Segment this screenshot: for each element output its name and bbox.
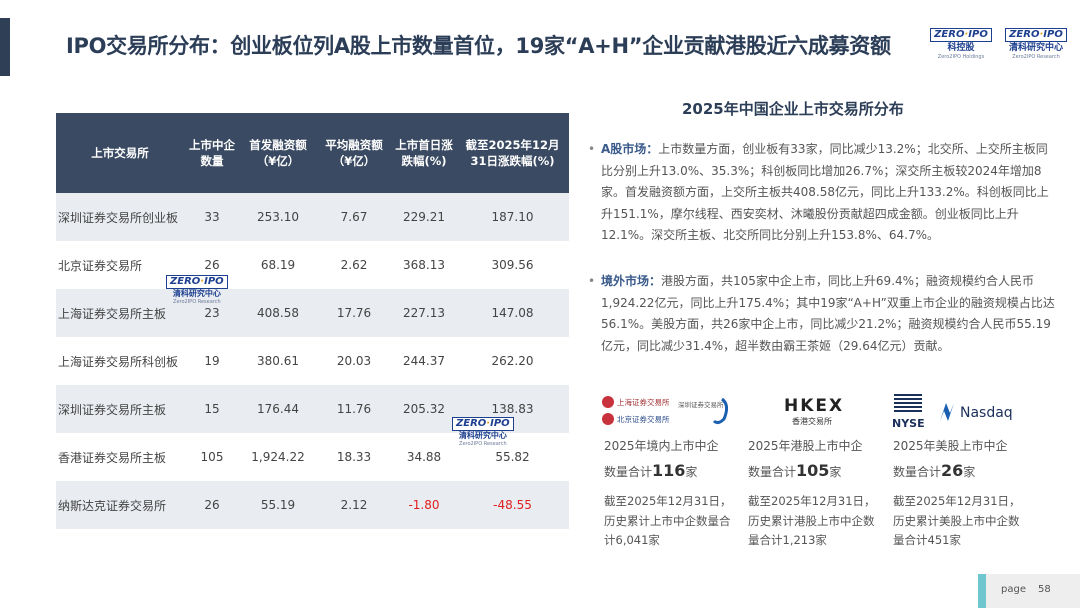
table-row: 深圳证券交易所创业板 33 253.10 7.67 229.21 187.10 (56, 193, 569, 241)
overseas-bullet: • 境外市场：港股方面，共105家中企上市，同比上升69.4%；融资规模约合人民… (588, 271, 1058, 357)
footer-box (986, 574, 1080, 608)
us-stat-label: 2025年美股上市中企 (893, 439, 1008, 453)
bullet-dot: • (588, 274, 596, 288)
table-row: 上海证券交易所科创板 19 380.61 20.03 244.37 262.20 (56, 337, 569, 385)
table-cell: 1,924.22 (251, 450, 305, 464)
table-cell: 15 (204, 402, 220, 416)
table-cell: -48.55 (493, 498, 532, 512)
hk-stat-count: 数量合计105家 (748, 461, 842, 480)
a-share-bullet: • A股市场：上市数量方面，创业板有33家，同比减少13.2%；北交所、上交所主… (588, 139, 1058, 247)
page-title: IPO交易所分布：创业板位列A股上市数量首位，19家“A+H”企业贡献港股近六成… (66, 34, 891, 58)
table-cell: 229.21 (403, 210, 445, 224)
table-cell: 18.33 (336, 450, 372, 464)
table-cell: 408.58 (257, 306, 299, 320)
mainland-stat-count: 数量合计116家 (604, 461, 698, 480)
header-count: 上市中企数量 (189, 138, 235, 168)
exchange-name-cell: 上海证券交易所主板 (58, 306, 167, 321)
exchange-name-cell: 上海证券交易所科创板 (58, 354, 179, 369)
table-row: 纳斯达克证券交易所 26 55.19 2.12 -1.80 -48.55 (56, 481, 569, 529)
table-cell: 7.67 (340, 210, 368, 224)
exchange-name-cell: 纳斯达克证券交易所 (58, 498, 167, 513)
exchange-name-cell: 香港证券交易所主板 (58, 450, 167, 465)
table-cell: 105 (200, 450, 224, 464)
table-cell: 205.32 (403, 402, 445, 416)
table-cell: 23 (204, 306, 220, 320)
bullet-dot: • (588, 142, 596, 156)
table-cell: 20.03 (336, 354, 372, 368)
hk-history: 截至2025年12月31日，历史累计港股上市中企数量合计1,213家 (748, 494, 876, 547)
watermark-logo: ZERO·IPO 清科研究中心 Zero2IPO Research (452, 417, 514, 448)
table-cell: 253.10 (257, 210, 299, 224)
table-row: 香港证券交易所主板 105 1,924.22 18.33 34.88 55.82 (56, 433, 569, 481)
table-cell: 2.62 (340, 258, 368, 272)
svg-text:NYSE: NYSE (892, 417, 925, 430)
table-cell: 19 (204, 354, 220, 368)
us-history: 截至2025年12月31日，历史累计美股上市中企数量合计451家 (893, 494, 1021, 547)
footer-accent (978, 574, 986, 608)
table-cell: 26 (204, 258, 220, 272)
overseas-label: 境外市场： (601, 274, 662, 288)
table-cell: 368.13 (403, 258, 445, 272)
table-cell: 147.08 (491, 306, 534, 320)
table-header-row: 上市交易所 上市中企数量 首发融资额（¥亿） 平均融资额（¥亿） 上市首日涨跌幅… (56, 113, 569, 193)
table-row: 北京证券交易所 26 68.19 2.62 368.13 309.56 (56, 241, 569, 289)
table-cell: 380.61 (257, 354, 299, 368)
mainland-history: 截至2025年12月31日，历史累计上市中企数量合计6,041家 (604, 494, 732, 547)
svg-text:北京证券交易所: 北京证券交易所 (617, 414, 670, 424)
header-ytd: 截至2025年12月31日涨跌幅(%) (465, 138, 560, 168)
table-cell: 176.44 (257, 402, 299, 416)
svg-text:HKEX: HKEX (784, 396, 844, 416)
left-accent-bar (0, 18, 10, 76)
table-cell: 2.12 (340, 498, 368, 512)
page-number: 58 (1038, 584, 1051, 595)
table-cell: 17.76 (336, 306, 372, 320)
table-cell: 33 (204, 210, 220, 224)
svg-text:上海证券交易所: 上海证券交易所 (617, 397, 670, 407)
us-stat-count: 数量合计26家 (893, 461, 976, 480)
mainland-stat-label: 2025年境内上市中企 (604, 439, 719, 453)
a-share-label: A股市场： (601, 142, 659, 156)
table-cell: -1.80 (408, 498, 440, 512)
table-cell: 309.56 (491, 258, 534, 272)
table-cell: 187.10 (491, 210, 534, 224)
header-avg-amount: 平均融资额（¥亿） (325, 138, 383, 168)
table-cell: 26 (204, 498, 220, 512)
header-exchange: 上市交易所 (91, 146, 149, 160)
overseas-text: 港股方面，共105家中企上市，同比上升69.4%；融资规模约合人民币1,924.… (601, 274, 1055, 353)
svg-text:Nasdaq: Nasdaq (960, 405, 1013, 421)
table-row: 上海证券交易所主板 23 408.58 17.76 227.13 147.08 (56, 289, 569, 337)
table-cell: 11.76 (336, 402, 372, 416)
hk-stat-label: 2025年港股上市中企 (748, 439, 863, 453)
table-cell: 227.13 (403, 306, 445, 320)
exchange-name-cell: 北京证券交易所 (58, 258, 143, 273)
table-cell: 55.82 (495, 450, 530, 464)
section-title: 2025年中国企业上市交易所分布 (682, 100, 904, 118)
exchange-name-cell: 深圳证券交易所主板 (58, 402, 167, 417)
zero2ipo-research-logo: ZERO·IPO 清科研究中心 Zero2IPO Research (1000, 28, 1072, 66)
hkex-logo: HKEX 香港交易所 (784, 396, 844, 426)
table-cell: 138.83 (491, 402, 534, 416)
exchange-name-cell: 深圳证券交易所创业板 (58, 210, 179, 225)
header-ipo-amount: 首发融资额（¥亿） (249, 138, 307, 168)
table-cell: 34.88 (406, 450, 442, 464)
table-cell: 262.20 (491, 354, 534, 368)
zero2ipo-holdings-logo: ZERO·IPO 科控股 Zero2IPO Holdings (928, 28, 994, 66)
table-cell: 55.19 (260, 498, 296, 512)
a-share-text: 上市数量方面，创业板有33家，同比减少13.2%；北交所、上交所主板同比分别上升… (601, 142, 1049, 242)
watermark-logo: ZERO·IPO 清科研究中心 Zero2IPO Research (166, 275, 228, 306)
exchange-table: 上市交易所 上市中企数量 首发融资额（¥亿） 平均融资额（¥亿） 上市首日涨跌幅… (56, 113, 569, 529)
mainland-exchanges-logo: 上海证券交易所 北京证券交易所 深圳证券交易所 (602, 396, 729, 425)
svg-text:深圳证券交易所: 深圳证券交易所 (678, 400, 724, 409)
header-first-day: 上市首日涨跌幅(%) (395, 138, 453, 168)
table-cell: 68.19 (260, 258, 296, 272)
table-cell: 244.37 (403, 354, 445, 368)
nyse-nasdaq-logo: NYSE Nasdaq (892, 394, 1013, 430)
page-label: page (1001, 584, 1026, 595)
svg-text:香港交易所: 香港交易所 (792, 416, 832, 426)
